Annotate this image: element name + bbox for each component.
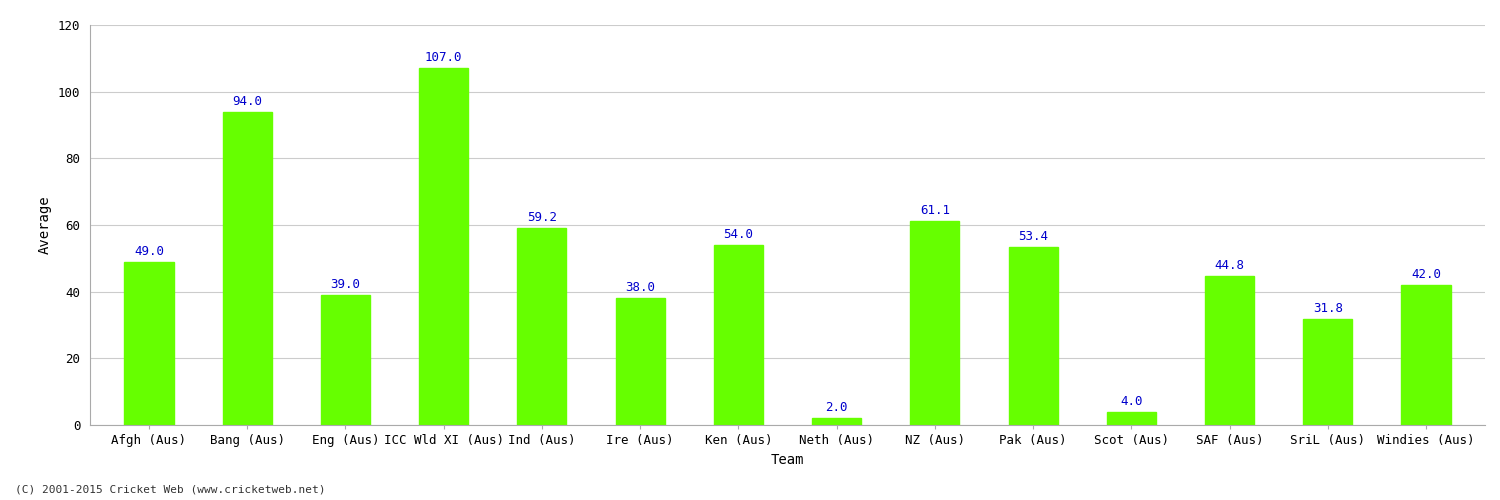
Text: 49.0: 49.0 (134, 244, 164, 258)
Text: 2.0: 2.0 (825, 402, 848, 414)
Text: 54.0: 54.0 (723, 228, 753, 241)
Bar (419, 68, 468, 425)
Bar (321, 295, 370, 425)
Bar (910, 222, 960, 425)
Text: 44.8: 44.8 (1215, 258, 1245, 272)
Text: 39.0: 39.0 (330, 278, 360, 291)
Bar (812, 418, 861, 425)
Bar (1204, 276, 1254, 425)
Text: 53.4: 53.4 (1019, 230, 1048, 243)
Text: 107.0: 107.0 (424, 52, 462, 64)
X-axis label: Team: Team (771, 452, 804, 466)
Bar (124, 262, 174, 425)
Bar (1107, 412, 1156, 425)
Text: 38.0: 38.0 (626, 282, 656, 294)
Text: 42.0: 42.0 (1412, 268, 1442, 281)
Bar (518, 228, 567, 425)
Bar (714, 245, 764, 425)
Text: 59.2: 59.2 (526, 210, 556, 224)
Text: 31.8: 31.8 (1312, 302, 1342, 315)
Text: (C) 2001-2015 Cricket Web (www.cricketweb.net): (C) 2001-2015 Cricket Web (www.cricketwe… (15, 485, 326, 495)
Bar (615, 298, 664, 425)
Text: 94.0: 94.0 (232, 94, 262, 108)
Bar (222, 112, 272, 425)
Bar (1008, 247, 1058, 425)
Text: 61.1: 61.1 (920, 204, 950, 218)
Bar (1304, 319, 1353, 425)
Text: 4.0: 4.0 (1120, 394, 1143, 407)
Bar (1401, 285, 1450, 425)
Y-axis label: Average: Average (38, 196, 52, 254)
